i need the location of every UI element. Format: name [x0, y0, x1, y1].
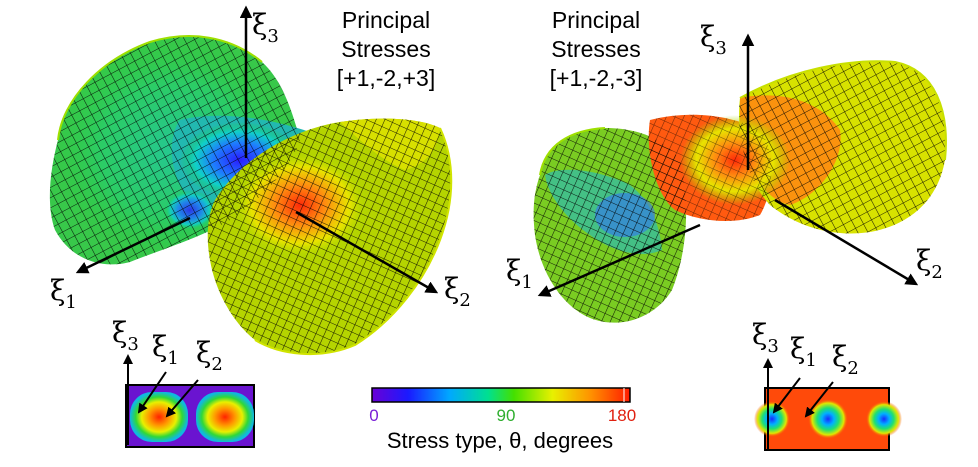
right-axis-xi1 — [537, 223, 701, 297]
left-title-line-2: Stresses — [341, 36, 431, 62]
right-title-line-3: [+1,-2,-3] — [549, 65, 643, 91]
left-xi3-label: ξ3 — [252, 8, 279, 47]
colorbar-tick-90: 90 — [497, 406, 516, 425]
left-axes — [75, 5, 439, 294]
colorbar-label: Stress type, θ, degrees — [387, 428, 613, 453]
colorbar-tick-180: 180 — [608, 406, 636, 425]
right-stress-surface — [533, 60, 947, 323]
right-xi3-label: ξ3 — [700, 20, 727, 59]
left-inset-xi2-label: ξ2 — [196, 336, 223, 375]
left-stress-surface — [49, 35, 453, 355]
right-title: Principal Stresses [+1,-2,-3] — [528, 6, 664, 93]
left-axis-xi2 — [295, 210, 439, 294]
left-title-line-1: Principal — [341, 7, 431, 33]
left-inset-xi1-label: ξ1 — [152, 330, 179, 369]
right-title-line-2: Stresses — [551, 36, 641, 62]
right-xi2-label: ξ2 — [916, 244, 943, 283]
left-title: Principal Stresses [+1,-2,+3] — [318, 6, 454, 93]
left-title-line-3: [+1,-2,+3] — [336, 65, 436, 91]
left-xi1-label: ξ1 — [50, 274, 77, 313]
colorbar-tick-0: 0 — [369, 406, 378, 425]
right-axes — [537, 33, 919, 297]
right-title-line-1: Principal — [551, 7, 641, 33]
left-xi2-label: ξ2 — [444, 272, 471, 311]
right-inset-xi3-label: ξ3 — [752, 318, 779, 357]
right-inset-xi2-label: ξ2 — [832, 340, 859, 379]
right-xi1-label: ξ1 — [506, 254, 533, 293]
left-axis-xi1 — [75, 216, 191, 274]
colorbar: 0 90 180 Stress type, θ, degrees — [369, 387, 636, 453]
left-inset: ξ3 ξ1 ξ2 — [112, 316, 255, 448]
right-inset-xi1-label: ξ1 — [790, 332, 817, 371]
right-inset: ξ3 ξ1 ξ2 — [752, 318, 902, 451]
left-inset-xi3-label: ξ3 — [112, 316, 139, 355]
right-axis-xi2 — [774, 198, 919, 286]
